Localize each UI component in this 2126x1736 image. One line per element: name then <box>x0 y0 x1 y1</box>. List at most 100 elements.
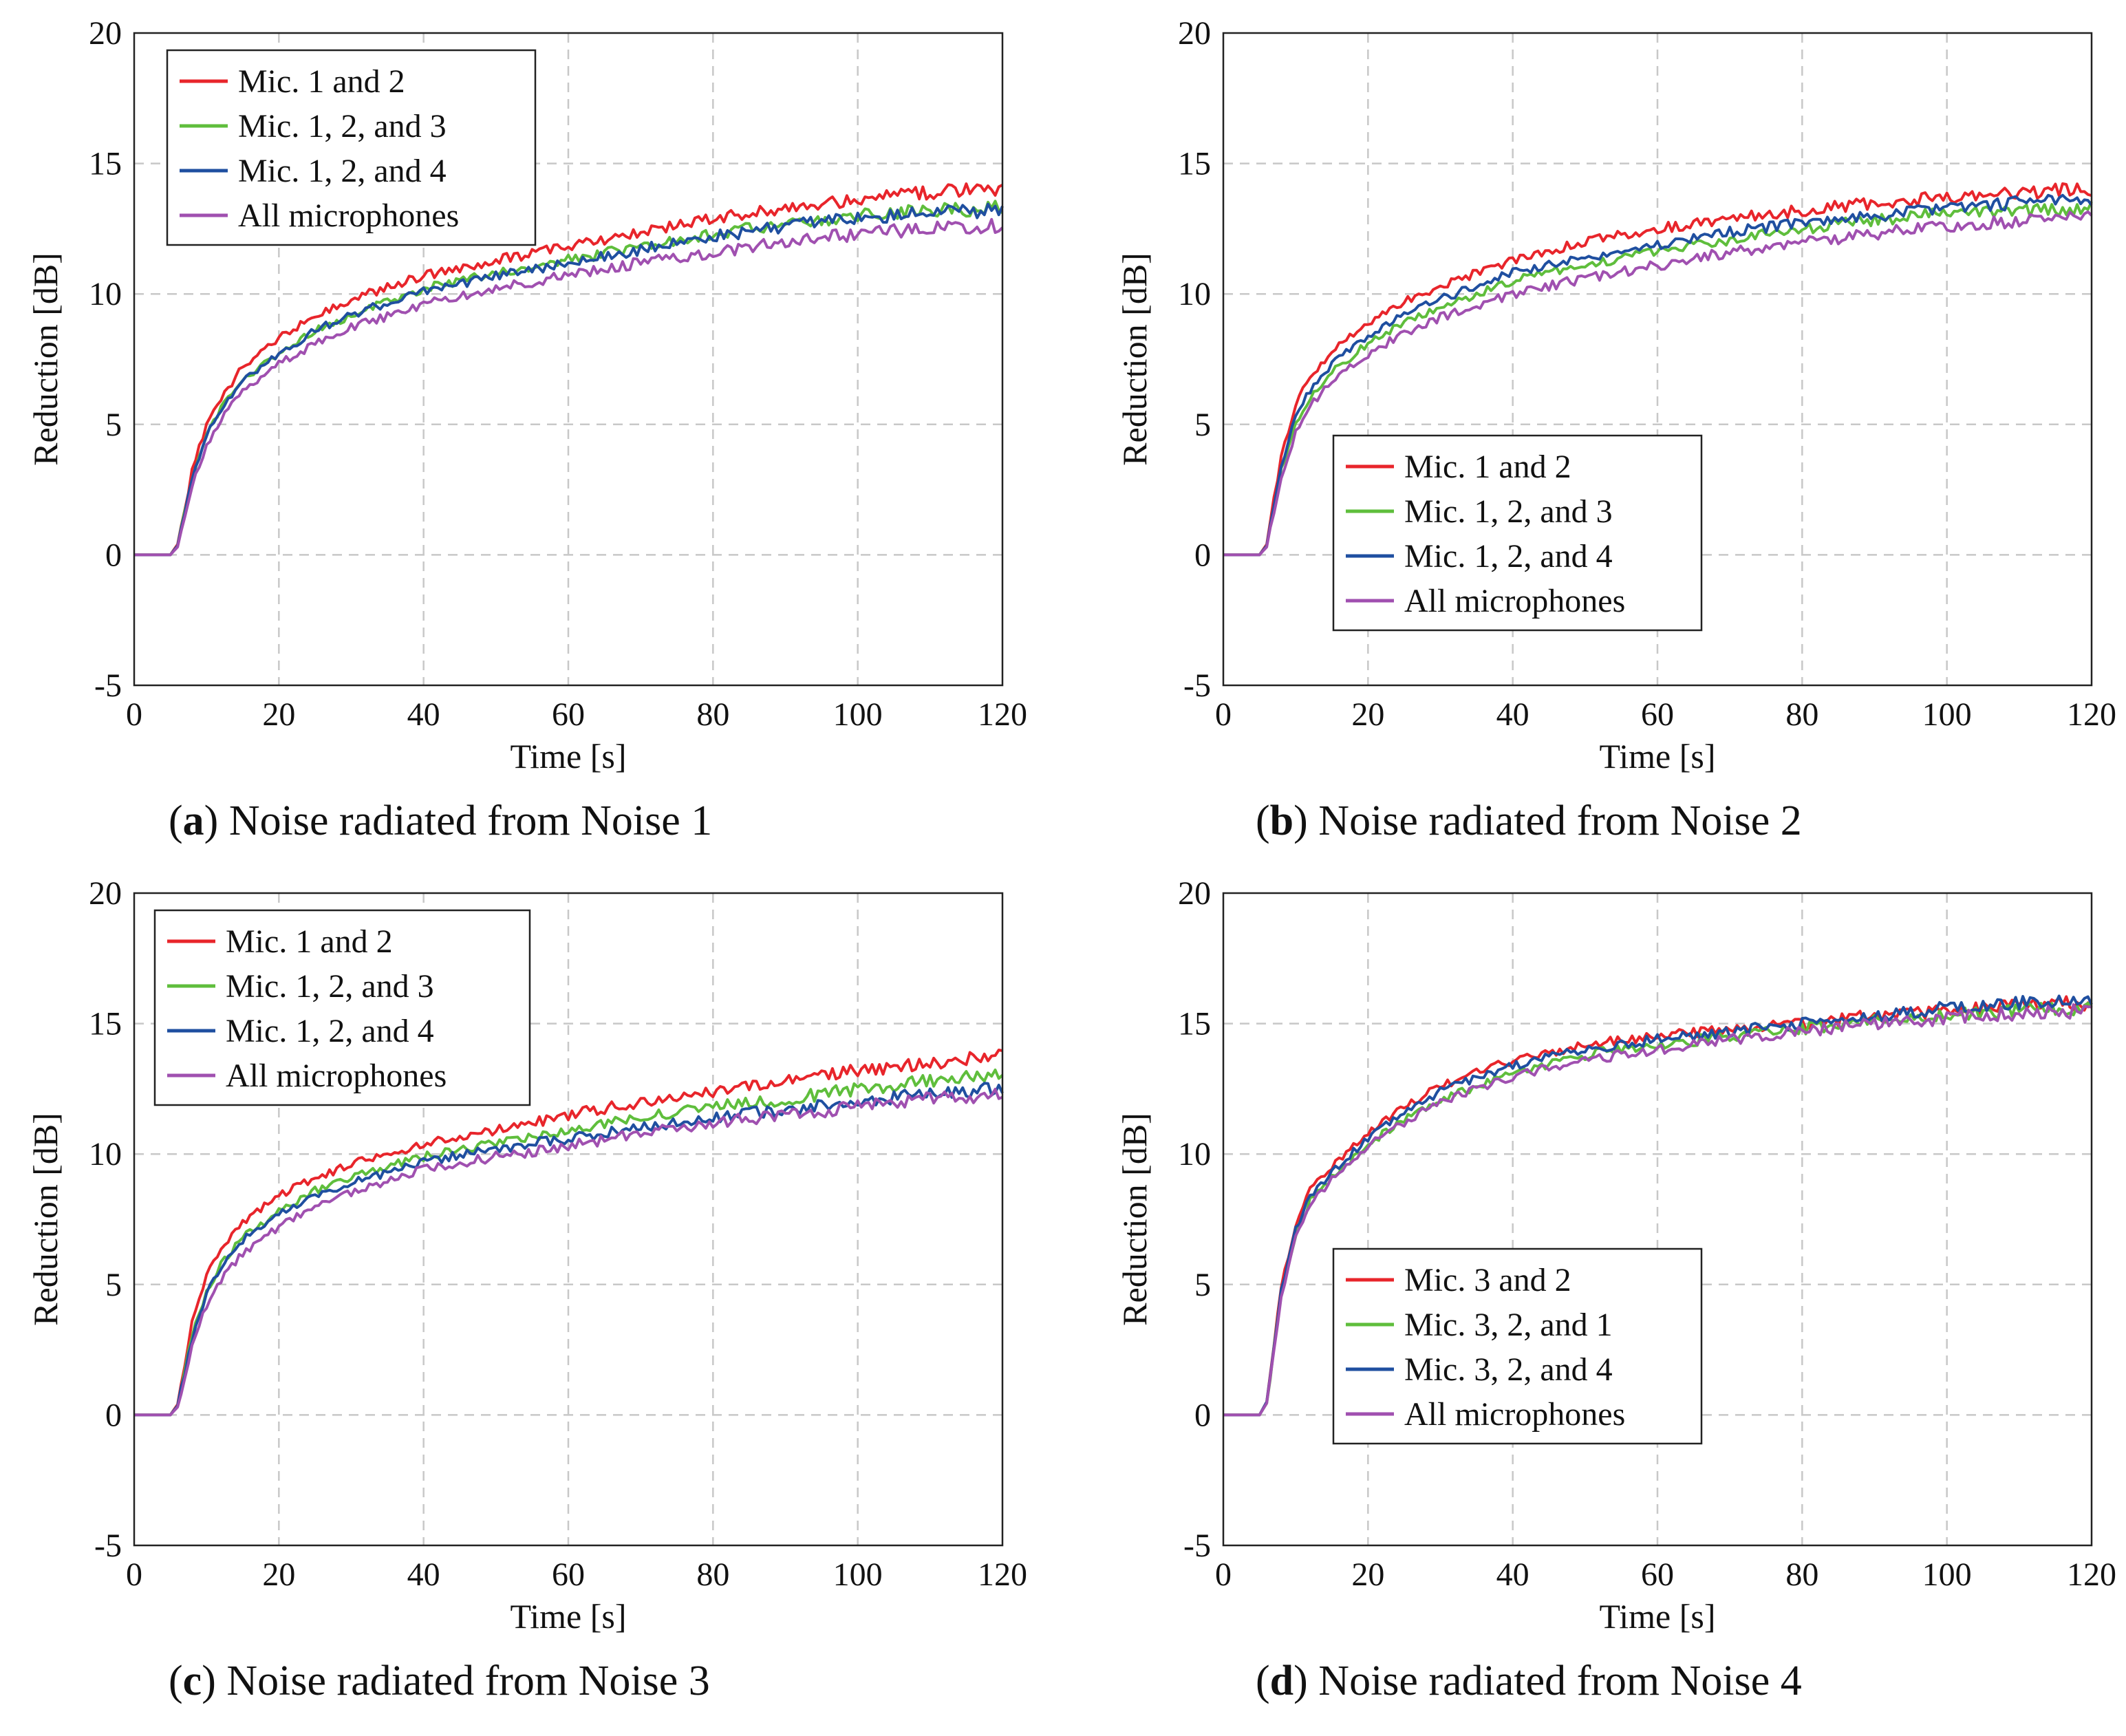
panel-caption: (c) Noise radiated from Noise 3 <box>169 1658 710 1704</box>
y-tick-label: -5 <box>94 1528 122 1564</box>
legend-box <box>166 49 537 246</box>
x-tick-label: 80 <box>1785 1556 1818 1593</box>
x-axis-label: Time [s] <box>1599 1597 1715 1636</box>
caption-text: Noise radiated from Noise 4 <box>1318 1658 1801 1704</box>
caption-close-paren: ) <box>1293 1658 1318 1704</box>
legend-entry-1: Mic. 3 and 2 <box>1404 1262 1571 1298</box>
y-tick-label: 0 <box>1194 1397 1211 1433</box>
y-tick-label: 15 <box>1178 1006 1211 1042</box>
y-tick-label: 5 <box>1194 1267 1211 1303</box>
x-tick-label: 80 <box>696 696 729 733</box>
y-tick-label: 0 <box>1194 537 1211 573</box>
panel-caption: (a) Noise radiated from Noise 1 <box>169 797 712 844</box>
x-tick-label: 100 <box>1922 1556 1972 1593</box>
y-tick-label: 5 <box>105 407 122 443</box>
legend-entry-3: Mic. 1, 2, and 4 <box>226 1013 434 1049</box>
y-tick-label: 10 <box>89 276 122 312</box>
legend-box <box>153 909 531 1106</box>
series-line-3 <box>134 1082 1004 1417</box>
caption-open-paren: ( <box>169 1658 183 1704</box>
y-tick-label: 10 <box>89 1136 122 1172</box>
y-axis-label: Reduction [dB] <box>26 253 65 466</box>
y-axis-label: Reduction [dB] <box>26 1113 65 1326</box>
x-tick-label: 60 <box>552 696 585 733</box>
series-line-1 <box>134 182 1003 557</box>
x-tick-label: 20 <box>1351 696 1384 733</box>
x-tick-label: 60 <box>1641 1556 1674 1593</box>
x-tick-label: 0 <box>1215 1556 1232 1593</box>
series-line-3 <box>1223 994 2093 1417</box>
x-tick-label: 20 <box>262 696 295 733</box>
plot-frame <box>1222 32 2093 687</box>
x-tick-label: 40 <box>1496 1556 1529 1593</box>
x-tick-label: 120 <box>2067 1556 2116 1593</box>
y-axis-label: Reduction [dB] <box>1115 1113 1154 1326</box>
legend-box <box>1332 1247 1703 1445</box>
legend: Mic. 3 and 2 Mic. 3, 2, and 1 Mic. 3, 2, a… <box>1332 1247 1703 1445</box>
series-line-3 <box>134 202 1004 557</box>
panel-caption: (d) Noise radiated from Noise 4 <box>1256 1658 1802 1704</box>
x-tick-label: 20 <box>1351 1556 1384 1593</box>
legend: Mic. 1 and 2 Mic. 1, 2, and 3 Mic. 1, 2, a… <box>166 49 537 246</box>
legend-entry-4: All microphones <box>226 1058 447 1094</box>
x-tick-label: 20 <box>262 1556 295 1593</box>
series-line-2 <box>134 1069 1004 1417</box>
caption-letter: c <box>183 1658 202 1704</box>
x-axis-label: Time [s] <box>510 1597 626 1636</box>
legend-entry-2: Mic. 1, 2, and 3 <box>1404 493 1613 530</box>
caption-text: Noise radiated from Noise 3 <box>226 1658 709 1704</box>
y-tick-label: 15 <box>1178 146 1211 182</box>
legend-box <box>1332 434 1703 632</box>
legend: Mic. 1 and 2 Mic. 1, 2, and 3 Mic. 1, 2, a… <box>1332 434 1703 632</box>
x-tick-label: 40 <box>407 696 440 733</box>
caption-open-paren: ( <box>1256 797 1270 844</box>
x-tick-label: 0 <box>1215 696 1232 733</box>
y-tick-label: 15 <box>89 146 122 182</box>
series-line-1 <box>1223 995 2093 1417</box>
y-tick-label: 20 <box>89 875 122 912</box>
x-axis-label: Time [s] <box>510 737 626 775</box>
y-tick-label: 0 <box>105 537 122 573</box>
caption-text: Noise radiated from Noise 1 <box>229 797 712 844</box>
x-tick-label: 120 <box>2067 696 2116 733</box>
x-tick-label: 60 <box>1641 696 1674 733</box>
series-line-4 <box>134 217 1004 557</box>
caption-close-paren: ) <box>202 1658 226 1704</box>
y-tick-label: 20 <box>1178 875 1211 912</box>
plot-frame <box>1222 892 2093 1547</box>
y-tick-label: 15 <box>89 1006 122 1042</box>
series-line-1 <box>134 1049 1003 1417</box>
series-line-1 <box>1223 182 2092 557</box>
caption-open-paren: ( <box>169 797 183 844</box>
series-line-4 <box>1223 210 2093 557</box>
caption-open-paren: ( <box>1256 1658 1270 1704</box>
legend: Mic. 1 and 2 Mic. 1, 2, and 3 Mic. 1, 2, a… <box>153 909 531 1106</box>
x-tick-label: 80 <box>1785 696 1818 733</box>
x-tick-label: 0 <box>126 696 142 733</box>
legend-entry-4: All microphones <box>1404 1396 1625 1433</box>
legend-entry-1: Mic. 1 and 2 <box>226 923 393 960</box>
caption-text: Noise radiated from Noise 2 <box>1318 797 1801 844</box>
x-tick-label: 40 <box>407 1556 440 1593</box>
x-tick-label: 40 <box>1496 696 1529 733</box>
plot-frame <box>133 892 1004 1547</box>
caption-close-paren: ) <box>204 797 229 844</box>
y-axis-label: Reduction [dB] <box>1115 253 1154 466</box>
legend-entry-1: Mic. 1 and 2 <box>1404 449 1571 485</box>
legend-entry-4: All microphones <box>1404 583 1625 619</box>
panel-caption: (b) Noise radiated from Noise 2 <box>1256 797 1802 844</box>
series-line-3 <box>1223 193 2093 557</box>
series-line-4 <box>1223 1003 2092 1417</box>
legend-entry-3: Mic. 1, 2, and 4 <box>1404 538 1613 575</box>
x-tick-label: 100 <box>1922 696 1972 733</box>
x-tick-label: 100 <box>833 696 883 733</box>
caption-letter: b <box>1270 797 1293 844</box>
x-tick-label: 80 <box>696 1556 729 1593</box>
x-tick-label: 0 <box>126 1556 142 1593</box>
legend-entry-2: Mic. 3, 2, and 1 <box>1404 1307 1613 1343</box>
